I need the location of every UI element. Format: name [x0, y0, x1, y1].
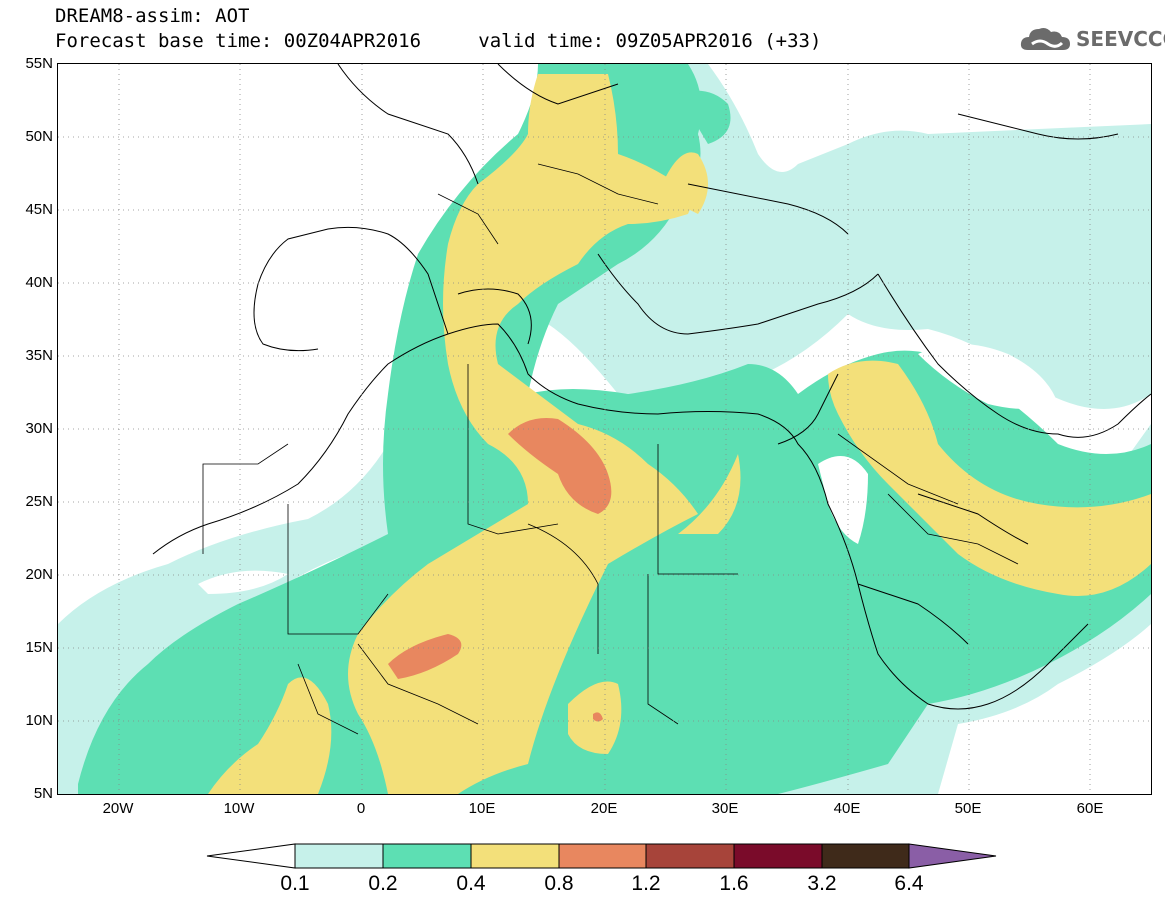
lat-label-55n: 55N: [25, 55, 53, 72]
grid-lines: [58, 64, 1151, 794]
lat-label-40n: 40N: [25, 274, 53, 291]
colorbar-swatches: [206, 843, 997, 869]
coastlines: [152, 64, 1151, 710]
base-time: Forecast base time: 00Z04APR2016: [55, 30, 422, 52]
colorbar-swatch-0.1: [294, 843, 384, 869]
colorbar-swatch-above-6.4: [908, 843, 997, 869]
country-borders: [202, 163, 1019, 735]
valid-time: valid time: 09Z05APR2016 (+33): [478, 30, 822, 52]
lon-label-30e: 30E: [711, 800, 739, 817]
legend-label-3.2: 3.2: [807, 872, 837, 895]
lon-label-10e: 10E: [468, 800, 496, 817]
logo-text: SEEVCCC: [1076, 27, 1165, 51]
map-area: [57, 63, 1152, 795]
colorbar-swatch-1.6: [733, 843, 823, 869]
lat-label-45n: 45N: [25, 201, 53, 218]
lon-label-20e: 20E: [590, 800, 618, 817]
lon-label-50e: 50E: [954, 800, 982, 817]
colorbar-swatch-0.4: [470, 843, 560, 869]
colorbar-swatch-0.8: [558, 843, 647, 869]
colorbar-swatch-3.2: [821, 843, 910, 869]
lat-label-35n: 35N: [25, 347, 53, 364]
legend-label-0.8: 0.8: [544, 872, 574, 895]
lon-label-40e: 40E: [833, 800, 861, 817]
cloud-icon: [1020, 28, 1070, 50]
lon-label-20w: 20W: [102, 800, 134, 817]
legend-label-6.4: 6.4: [894, 872, 924, 895]
time-info: Forecast base time: 00Z04APR2016 valid t…: [55, 31, 821, 51]
seevccc-logo: SEEVCCC: [1018, 22, 1165, 56]
colorbar-swatch-1.2: [645, 843, 735, 869]
legend-label-1.6: 1.6: [719, 872, 749, 895]
clean-air-areas: [198, 344, 1058, 594]
legend-label-1.2: 1.2: [631, 872, 661, 895]
legend-label-0.4: 0.4: [456, 872, 486, 895]
colorbar-legend: [206, 843, 997, 869]
lat-label-30n: 30N: [25, 420, 53, 437]
lat-label-20n: 20N: [25, 566, 53, 583]
lon-label-10w: 10W: [223, 800, 255, 817]
legend-label-0.2: 0.2: [368, 872, 398, 895]
lat-label-50n: 50N: [25, 128, 53, 145]
aot-field-map: [58, 64, 1151, 794]
lon-label-0: 0: [356, 800, 366, 817]
lat-label-10n: 10N: [25, 712, 53, 729]
aot-contour-0.8: [388, 418, 612, 722]
colorbar-swatch-0.2: [382, 843, 472, 869]
lat-label-5n: 5N: [33, 785, 53, 802]
lat-label-25n: 25N: [25, 493, 53, 510]
lat-label-15n: 15N: [25, 639, 53, 656]
map-title: DREAM8-assim: AOT: [55, 5, 250, 27]
colorbar-swatch-below-0.1: [206, 843, 296, 869]
legend-label-0.1: 0.1: [280, 872, 310, 895]
lon-label-60e: 60E: [1076, 800, 1104, 817]
